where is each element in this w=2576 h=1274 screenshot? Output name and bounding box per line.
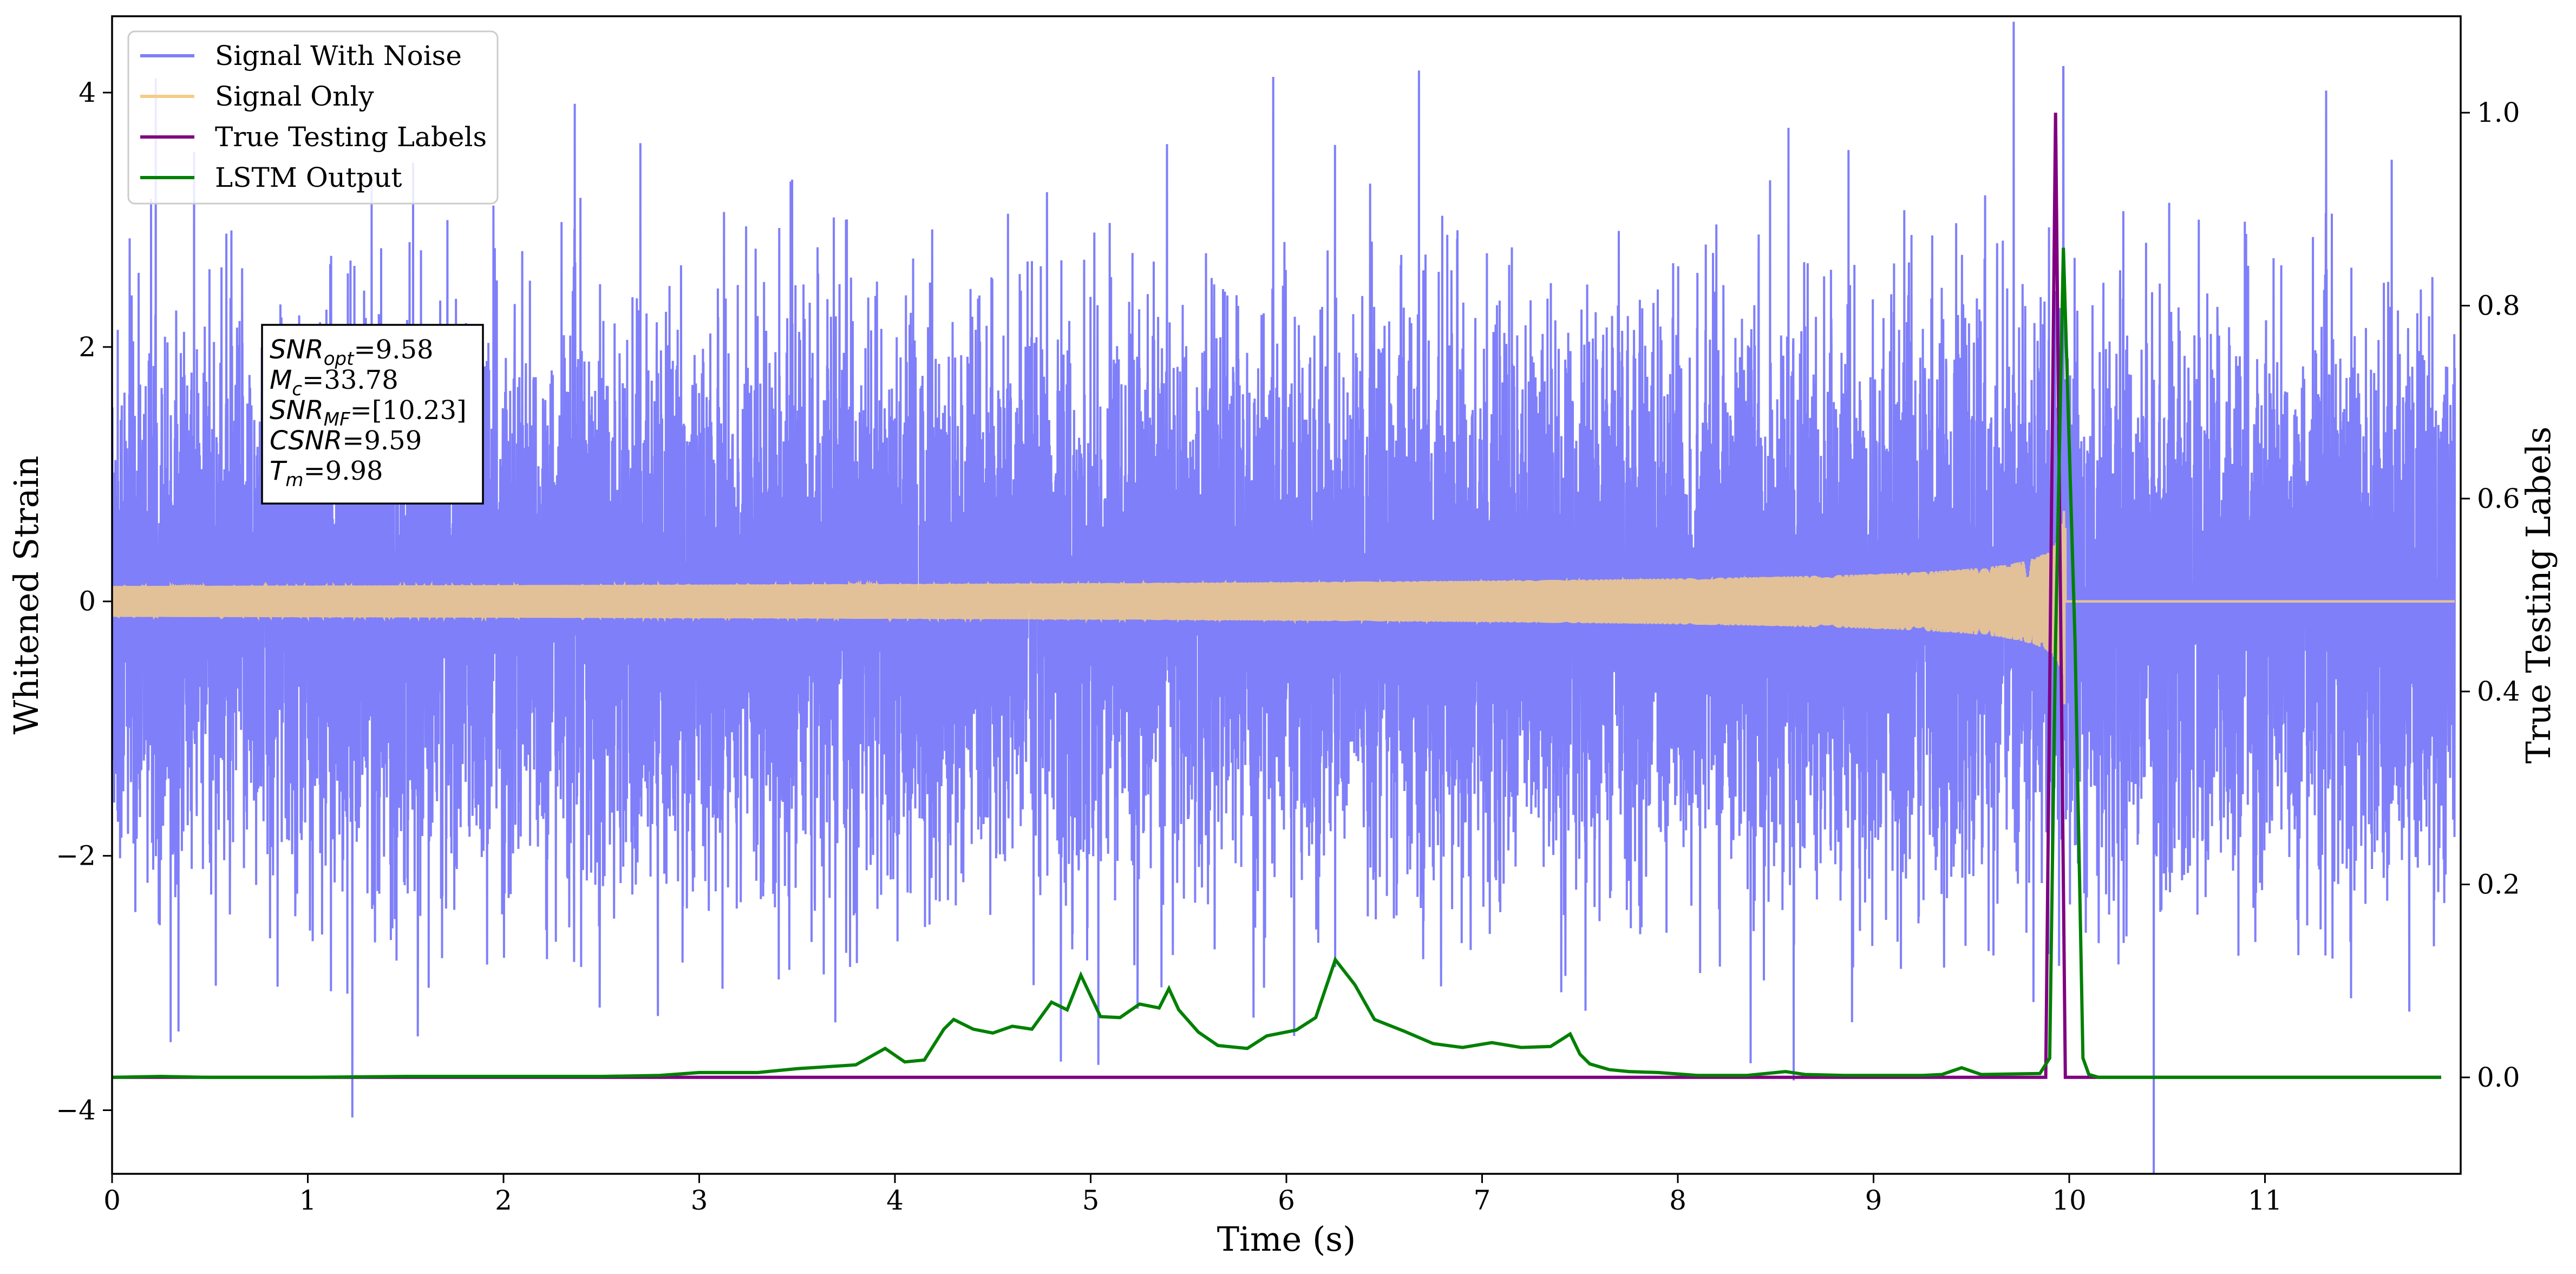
y-left-tick-label: 4 [79, 77, 96, 108]
y-right-tick-label: 0.8 [2477, 290, 2520, 322]
legend-label: Signal Only [215, 81, 374, 112]
legend-box [127, 30, 499, 205]
series-signal-only [112, 511, 2455, 704]
annotation-box: SNRopt=9.58Mc=33.78SNRMF=[10.23]CSNR=9.5… [261, 324, 484, 505]
x-tick-label: 11 [2248, 1185, 2283, 1216]
y-right-tick-label: 0.2 [2477, 869, 2520, 900]
x-tick-label: 9 [1865, 1185, 1882, 1216]
x-tick-label: 2 [495, 1185, 512, 1216]
annotation-line: CSNR=9.59 [270, 426, 422, 456]
axes: 0 1 2 3 4 5 6 7 8 9 10 11 −4 −2 0 2 4 0.0 0.2 0.4 0.6 0.8 1.0 T… [6, 15, 2558, 1259]
y-axis-right-label: True Testing Labels [2519, 427, 2558, 764]
x-tick-label: 0 [103, 1185, 121, 1216]
legend-label: True Testing Labels [215, 121, 487, 153]
x-tick-label: 7 [1474, 1185, 1491, 1216]
x-tick-label: 1 [299, 1185, 317, 1216]
legend: Signal With Noise Signal Only True Testing… [127, 30, 499, 205]
plot-area [112, 22, 2456, 1174]
annotation-line: Tm=9.98 [270, 456, 383, 491]
annotation-frame [261, 324, 484, 505]
legend-label: LSTM Output [215, 162, 402, 193]
x-tick-label: 5 [1082, 1185, 1100, 1216]
legend-label: Signal With Noise [215, 40, 462, 71]
x-tick-label: 4 [886, 1185, 904, 1216]
annotation-line: SNRopt=9.58 [270, 335, 434, 370]
x-tick-label: 3 [691, 1185, 708, 1216]
y-axis-left-label: Whitened Strain [6, 456, 46, 735]
y-right-tick-label: 1.0 [2477, 97, 2520, 128]
x-tick-label: 6 [1278, 1185, 1295, 1216]
annotation-line: Mc=33.78 [270, 365, 398, 400]
y-right-tick-label: 0.0 [2477, 1062, 2520, 1093]
annotation-line: SNRMF=[10.23] [270, 395, 467, 430]
x-tick-label: 8 [1669, 1185, 1686, 1216]
x-axis-label: Time (s) [1217, 1219, 1356, 1259]
y-left-tick-label: −4 [56, 1095, 96, 1126]
series-signal-with-noise [112, 22, 2456, 1174]
y-left-tick-label: 0 [79, 586, 96, 617]
y-right-tick-label: 0.6 [2477, 483, 2520, 514]
y-left-tick-label: 2 [79, 331, 96, 363]
series-lstm-output [112, 247, 2441, 1079]
y-left-tick-label: −2 [56, 840, 96, 872]
x-tick-label: 10 [2052, 1185, 2087, 1216]
y-right-tick-label: 0.4 [2477, 676, 2520, 707]
